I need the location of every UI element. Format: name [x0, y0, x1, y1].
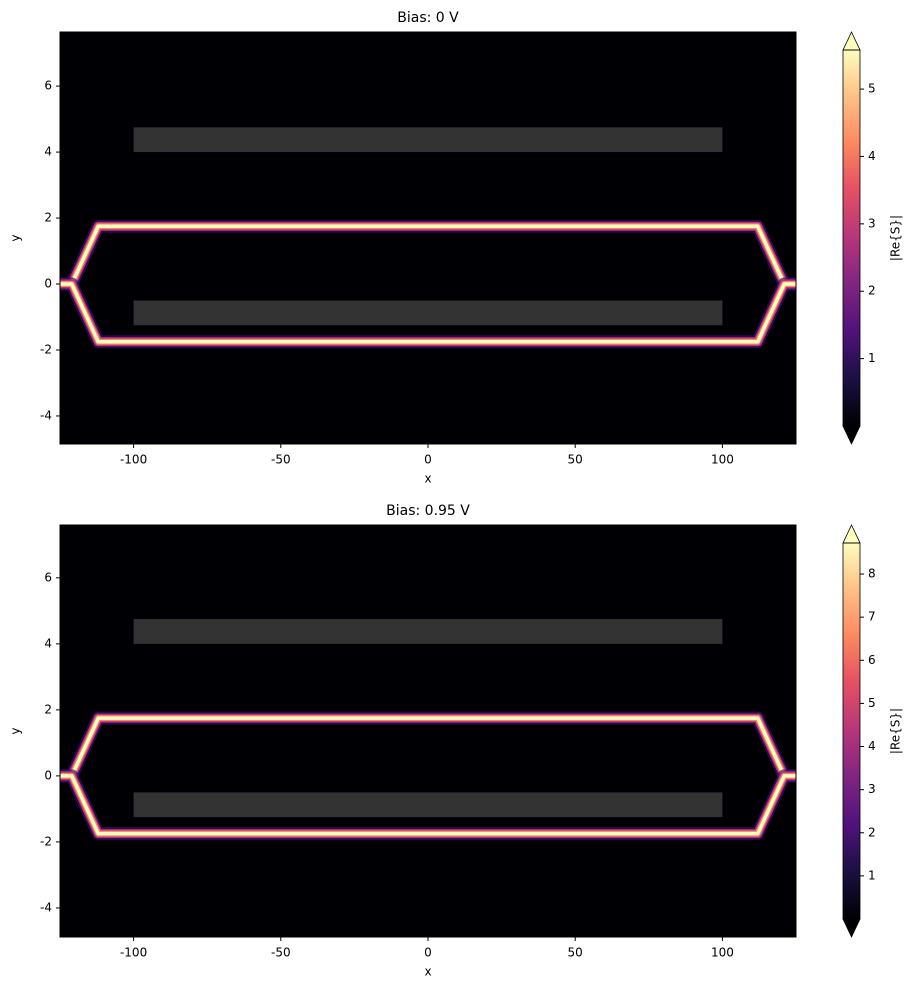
- colorbar-tick-label: 7: [868, 610, 876, 624]
- colorbar-tick-label: 1: [868, 868, 876, 882]
- x-tick-label: -50: [271, 946, 291, 960]
- y-axis-label: y: [9, 727, 23, 734]
- x-tick-label: 100: [711, 453, 734, 467]
- y-tick-label: 6: [44, 79, 52, 93]
- electrode: [133, 619, 723, 644]
- colorbar: [843, 50, 860, 426]
- colorbar-tick-label: 5: [868, 82, 876, 96]
- electrode: [133, 127, 723, 153]
- plot-background: [60, 32, 796, 444]
- colorbar-tick-label: 4: [868, 149, 876, 163]
- field-trace: [60, 282, 796, 344]
- electrode: [133, 792, 723, 818]
- x-tick-label: 0: [424, 453, 432, 467]
- colorbar-tick-label: 6: [868, 653, 876, 667]
- y-tick-label: -2: [40, 342, 52, 356]
- colorbar-tick-label: 3: [868, 782, 876, 796]
- y-tick-label: 2: [44, 702, 52, 716]
- colorbar-tick-label: 1: [868, 351, 876, 365]
- colorbar-tick-label: 5: [868, 696, 876, 710]
- y-tick-label: 4: [44, 636, 52, 650]
- y-tick-label: 0: [44, 277, 52, 291]
- chart-title: Bias: 0.95 V: [386, 503, 470, 519]
- electrode: [133, 300, 723, 326]
- colorbar-extend-bottom: [842, 918, 861, 938]
- y-tick-label: 4: [44, 145, 52, 159]
- y-tick-label: 2: [44, 211, 52, 225]
- x-tick-label: -100: [120, 946, 147, 960]
- colorbar-label: |Re{S}|: [889, 215, 903, 261]
- x-axis-label: x: [424, 965, 431, 979]
- colorbar-tick-label: 4: [868, 739, 876, 753]
- x-axis-label: x: [424, 472, 431, 486]
- y-axis-label: y: [9, 234, 23, 241]
- y-tick-label: -2: [40, 834, 52, 848]
- field-trace: [60, 774, 796, 836]
- y-tick-label: 0: [44, 768, 52, 782]
- x-tick-label: 50: [568, 946, 583, 960]
- chart-title: Bias: 0 V: [397, 10, 459, 26]
- colorbar-label: |Re{S}|: [889, 708, 903, 754]
- colorbar-tick-label: 8: [868, 567, 876, 581]
- colorbar-tick-label: 2: [868, 284, 876, 298]
- colorbar: [843, 543, 860, 919]
- colorbar-frame: [842, 49, 861, 427]
- x-tick-label: 100: [711, 946, 734, 960]
- colorbar-extend-top: [842, 524, 861, 544]
- x-tick-label: -100: [120, 453, 147, 467]
- colorbar-extend-bottom: [842, 425, 861, 445]
- colorbar-extend-top: [842, 31, 861, 51]
- y-tick-label: -4: [40, 900, 52, 914]
- y-tick-label: -4: [40, 408, 52, 422]
- colorbar-frame: [842, 542, 861, 920]
- plot-background: [60, 525, 796, 937]
- y-tick-label: 6: [44, 570, 52, 584]
- x-tick-label: 50: [568, 453, 583, 467]
- x-tick-label: 0: [424, 946, 432, 960]
- colorbar-tick-label: 3: [868, 216, 876, 230]
- colorbar-tick-label: 2: [868, 825, 876, 839]
- x-tick-label: -50: [271, 453, 291, 467]
